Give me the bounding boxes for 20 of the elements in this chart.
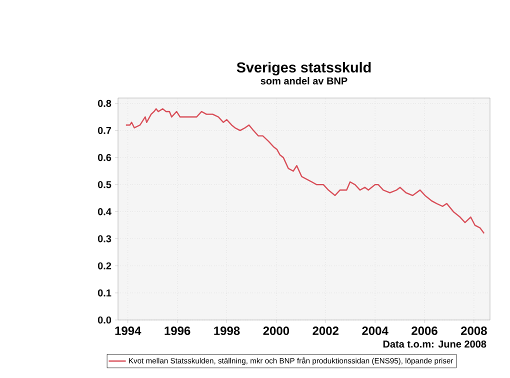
x-tick-label: 1994 [115,326,142,336]
x-tick-label: 1996 [164,326,190,336]
x-tick-label: 2002 [312,326,338,336]
x-tick-label: 1998 [214,326,240,336]
y-tick-label: 0.0 [98,316,112,324]
x-tick-label: 2008 [461,326,487,336]
y-tick-label: 0.6 [98,154,112,162]
y-tick-label: 0.2 [98,262,112,270]
y-tick-label: 0.1 [98,289,112,296]
y-tick-label: 0.4 [98,208,112,216]
y-tick-label: 0.3 [98,235,112,242]
text: Data t.o.m: June 2008 [383,340,486,348]
chart-subtitle: som andel av BNP [260,77,348,84]
chart-title: Sveriges statsskuld [236,62,371,76]
x-tick-label: 2006 [412,326,438,336]
y-tick-label: 0.8 [98,100,112,107]
x-tick-label: 2004 [362,326,388,336]
y-tick-label: 0.5 [98,181,112,188]
x-tick-label: 2000 [263,326,290,336]
y-tick-label: 0.7 [98,126,112,134]
